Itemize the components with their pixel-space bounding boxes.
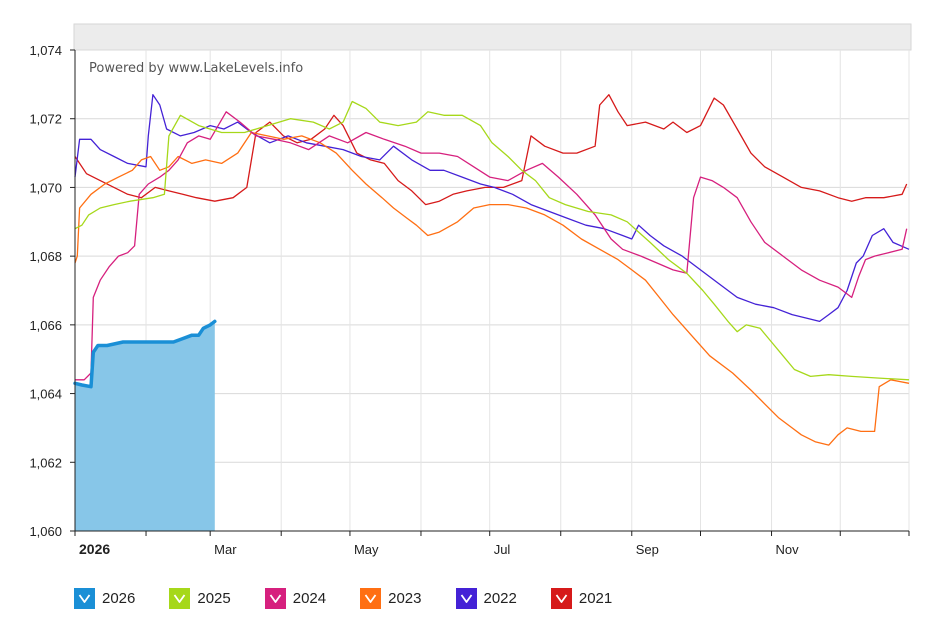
legend-item-2021[interactable]: 2021 [550,587,613,609]
x-tick-label: 2026 [79,541,110,557]
y-tick-label: 1,060 [29,524,62,539]
series-line-2024 [75,111,908,381]
series-line-2026 [73,319,217,389]
legend-label: 2023 [388,589,422,607]
legend-item-2023[interactable]: 2023 [360,587,422,609]
series-line-2022 [74,94,910,323]
legend-item-2022[interactable]: 2022 [455,587,517,609]
checkmark-icon[interactable] [169,587,191,609]
checkmark-icon[interactable] [74,587,95,609]
legend-item-2026[interactable]: 2026 [74,587,136,609]
series-layer [73,94,910,446]
checkmark-icon[interactable] [455,587,477,609]
legend: 2026 2025 2024 2023 2022 2021 [74,585,646,611]
legend-label: 2021 [578,589,613,607]
series-line-2025 [74,100,910,381]
legend-label: 2022 [483,589,517,607]
checkmark-icon[interactable] [550,587,572,609]
watermark-text: Powered by www.LakeLevels.info [89,61,303,76]
legend-item-2024[interactable]: 2024 [264,587,327,609]
y-tick-label: 1,068 [29,249,62,264]
checkmark-icon[interactable] [264,587,286,609]
x-tick-label: Sep [636,542,659,557]
series-line-2023 [74,131,910,446]
checkmark-icon[interactable] [360,587,382,609]
legend-label: 2024 [292,589,327,607]
y-tick-label: 1,066 [29,318,62,333]
legend-item-2025[interactable]: 2025 [169,587,231,609]
series-area-2026 [75,321,215,531]
series-line-2021 [74,94,908,206]
y-tick-label: 1,064 [29,387,62,402]
y-tick-label: 1,072 [29,112,62,127]
axes [70,49,910,536]
area-layer [75,321,215,531]
y-tick-label: 1,062 [29,455,62,470]
legend-label: 2025 [197,589,231,607]
chart-header-bar [73,23,912,51]
legend-label: 2026 [102,589,136,607]
y-tick-label: 1,074 [29,43,62,58]
x-tick-label: May [354,542,379,557]
y-axis-ticks: 1,060 1,062 1,064 1,066 1,068 1,070 1,072 1,074 [29,43,62,539]
x-tick-label: Jul [494,542,511,557]
x-tick-label: Mar [214,542,237,557]
y-tick-label: 1,070 [29,180,62,195]
x-tick-label: Nov [776,542,800,557]
x-axis-ticks: 2026 Mar May Jul Sep Nov [79,541,799,557]
